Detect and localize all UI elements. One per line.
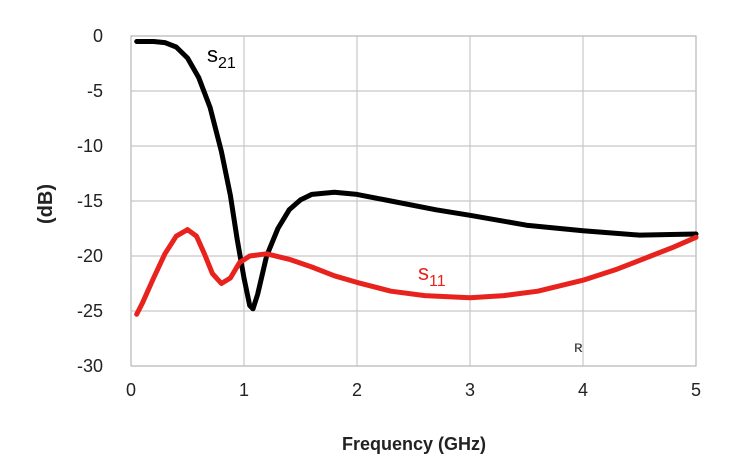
plot-frame [130, 35, 697, 367]
label-layer: Frequency (GHz) (dB) s21 s11 ʀ [35, 42, 583, 454]
y-tick-label-1: -5 [87, 81, 103, 101]
x-tick-label-4: 4 [578, 380, 588, 400]
x-tick-label-5: 5 [691, 380, 701, 400]
series-label-s21-main: s [207, 42, 218, 67]
x-axis-label: Frequency (GHz) [342, 434, 486, 454]
annotation-mark: ʀ [574, 339, 583, 356]
y-tick-label-3: -15 [77, 191, 103, 211]
y-tick-label-5: -25 [77, 301, 103, 321]
series-line-s11 [134, 227, 699, 317]
x-tick-label-2: 2 [352, 380, 362, 400]
y-tick-label-4: -20 [77, 246, 103, 266]
y-axis-label: (dB) [35, 184, 57, 224]
series-label-s21-sub: 21 [218, 55, 236, 72]
y-tick-label-6: -30 [77, 356, 103, 376]
series-label-s11: s11 [418, 260, 446, 290]
series-label-s11-main: s [418, 260, 429, 285]
series-layer [134, 39, 699, 317]
x-tick-label-1: 1 [239, 380, 249, 400]
x-tick-label-0: 0 [126, 380, 136, 400]
y-tick-label-2: -10 [77, 136, 103, 156]
series-line-s21 [134, 39, 699, 312]
y-tick-label-0: 0 [93, 26, 103, 46]
series-label-s11-sub: 11 [429, 273, 446, 290]
x-tick-label-3: 3 [465, 380, 475, 400]
grid-layer [130, 35, 697, 367]
series-label-s21: s21 [207, 42, 236, 72]
axis-layer: 0 1 2 3 4 5 0 -5 -10 -15 -20 -25 -30 [77, 26, 701, 400]
